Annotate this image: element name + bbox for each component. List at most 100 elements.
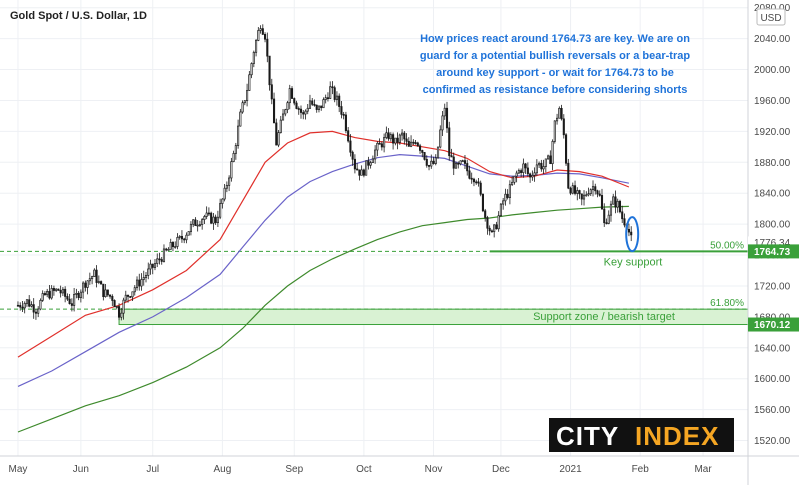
candle-body — [522, 163, 525, 173]
logo-word-index: INDEX — [635, 421, 719, 451]
candle-body — [293, 98, 296, 104]
candle-body — [329, 86, 332, 99]
annotation-line: confirmed as resistance before consideri… — [423, 84, 688, 96]
candle-body — [79, 291, 82, 299]
candle-body — [553, 120, 556, 142]
candle-body — [214, 216, 217, 224]
candle-body — [423, 152, 426, 160]
last-price-tag: 1776.34 — [754, 238, 791, 249]
x-tick-label: Jul — [146, 464, 159, 475]
candle-body — [549, 155, 552, 165]
candle-body — [481, 193, 484, 212]
candle-body — [223, 187, 226, 200]
candle-body — [607, 214, 610, 224]
candle-body — [275, 122, 278, 146]
y-tick-label: 1640.00 — [754, 343, 791, 354]
candle-body — [315, 104, 318, 110]
candle-body — [187, 231, 190, 236]
candle-body — [270, 84, 273, 100]
annotation-line: How prices react around 1764.73 are key.… — [420, 33, 690, 45]
candle-body — [196, 224, 199, 227]
candle-body — [486, 217, 489, 229]
candle-body — [261, 28, 264, 35]
candle-body — [562, 118, 565, 136]
support-zone-value-tag: 1670.12 — [754, 320, 791, 331]
candle-body — [205, 212, 208, 217]
candle-body — [243, 100, 246, 104]
candle-body — [416, 142, 419, 147]
candle-body — [257, 30, 260, 41]
candle-body — [120, 312, 123, 318]
candle-body — [484, 210, 487, 218]
candle-body — [48, 291, 51, 299]
candle-body — [326, 97, 330, 100]
candle-body — [596, 190, 599, 195]
candle-body — [556, 117, 559, 122]
candle-body — [612, 196, 615, 205]
candle-body — [383, 137, 386, 148]
candle-body — [450, 155, 453, 158]
candle-body — [43, 293, 46, 296]
candle-body — [623, 218, 626, 226]
currency-badge[interactable]: USD — [756, 8, 786, 26]
candle-body — [504, 193, 507, 202]
candle-body — [61, 288, 64, 294]
x-tick-label: 2021 — [559, 464, 582, 475]
candle-body — [216, 216, 219, 224]
candle-body — [389, 134, 392, 140]
candle-body — [538, 162, 541, 166]
y-tick-label: 1800.00 — [754, 220, 791, 231]
candle-body — [304, 110, 307, 115]
fib-50-label: 50.00% — [710, 240, 744, 251]
candle-body — [407, 140, 410, 147]
candle-body — [122, 299, 125, 314]
candle-body — [609, 203, 613, 216]
candle-body — [171, 242, 175, 248]
candle-body — [113, 300, 116, 307]
y-tick-label: 1520.00 — [754, 436, 791, 447]
y-tick-label: 1720.00 — [754, 281, 791, 292]
candle-body — [360, 169, 363, 176]
candle-body — [618, 200, 622, 213]
candle-body — [475, 181, 478, 184]
candle-body — [297, 108, 300, 110]
candle-body — [506, 193, 509, 198]
candle-body — [421, 150, 424, 153]
y-tick-label: 1880.00 — [754, 158, 791, 169]
candle-body — [126, 294, 130, 297]
candle-body — [347, 130, 350, 142]
candle-body — [264, 34, 267, 40]
key-support-value-tag-bg — [748, 244, 799, 259]
candle-body — [118, 306, 121, 318]
x-tick-label: Jun — [73, 464, 89, 475]
candle-body — [34, 311, 37, 314]
latest-price-highlight — [625, 216, 640, 253]
candle-body — [88, 278, 91, 282]
candle-body — [376, 142, 379, 151]
logo-word-city: CITY — [556, 421, 619, 451]
candle-body — [84, 282, 87, 288]
candle-body — [410, 141, 413, 147]
candle-body — [115, 306, 118, 308]
candle-body — [445, 107, 449, 129]
x-tick-label: Mar — [694, 464, 712, 475]
candle-body — [180, 235, 183, 240]
candle-body — [70, 303, 73, 306]
candle-body — [529, 173, 532, 178]
ma-blue-line — [17, 153, 630, 387]
candle-body — [165, 248, 168, 251]
candle-body — [614, 196, 617, 208]
candle-body — [277, 132, 280, 146]
candle-body — [517, 170, 520, 174]
candle-body — [441, 115, 444, 131]
candle-body — [19, 305, 22, 308]
candle-body — [560, 107, 563, 120]
candle-body — [299, 108, 303, 113]
candle-body — [436, 146, 440, 159]
candle-body — [302, 112, 305, 115]
candle-body — [133, 287, 136, 293]
y-tick-label: 2000.00 — [754, 65, 791, 76]
x-tick-label: Aug — [213, 464, 231, 475]
candle-body — [396, 137, 399, 143]
candle-body — [580, 193, 583, 200]
